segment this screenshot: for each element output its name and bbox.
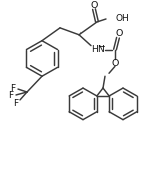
Text: F: F — [13, 99, 19, 108]
Text: OH: OH — [115, 14, 129, 23]
Text: O: O — [90, 1, 98, 10]
Text: F: F — [10, 84, 16, 93]
Text: F: F — [8, 91, 14, 100]
Text: H: H — [92, 45, 98, 54]
Text: O: O — [111, 59, 119, 68]
Text: O: O — [115, 29, 123, 38]
Text: N: N — [98, 45, 104, 54]
